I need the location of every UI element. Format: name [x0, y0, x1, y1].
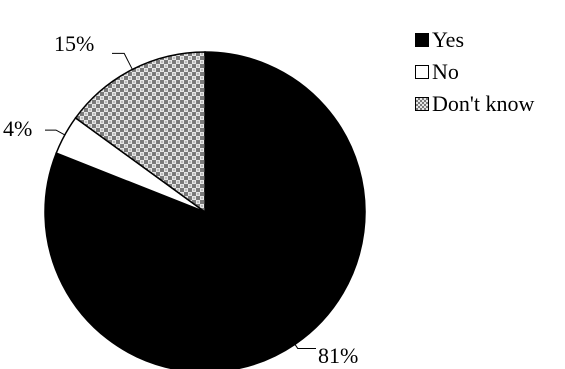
legend-label: Yes: [432, 27, 465, 52]
leader-line-don-t-know: [112, 52, 133, 70]
leader-line-yes: [294, 344, 316, 349]
legend-label: Don't know: [432, 91, 535, 116]
data-labels: 81% 4% 15%: [3, 31, 358, 368]
data-label-yes: 81%: [318, 343, 358, 368]
legend-swatch: [415, 65, 429, 79]
legend-item-no: No: [415, 56, 534, 88]
pie-slices: [44, 51, 366, 369]
leader-line-no: [45, 129, 66, 136]
legend-label: No: [432, 59, 459, 84]
legend: Yes No Don't know: [415, 24, 534, 120]
legend-swatch: [415, 33, 429, 47]
legend-swatch: [415, 97, 429, 111]
data-label-don-t-know: 15%: [54, 31, 94, 56]
legend-item-yes: Yes: [415, 24, 534, 56]
label-leaders: [45, 52, 316, 349]
legend-item-don-t-know: Don't know: [415, 88, 534, 120]
pie-slice-don-t-know: [74, 51, 206, 214]
data-label-no: 4%: [3, 116, 32, 141]
